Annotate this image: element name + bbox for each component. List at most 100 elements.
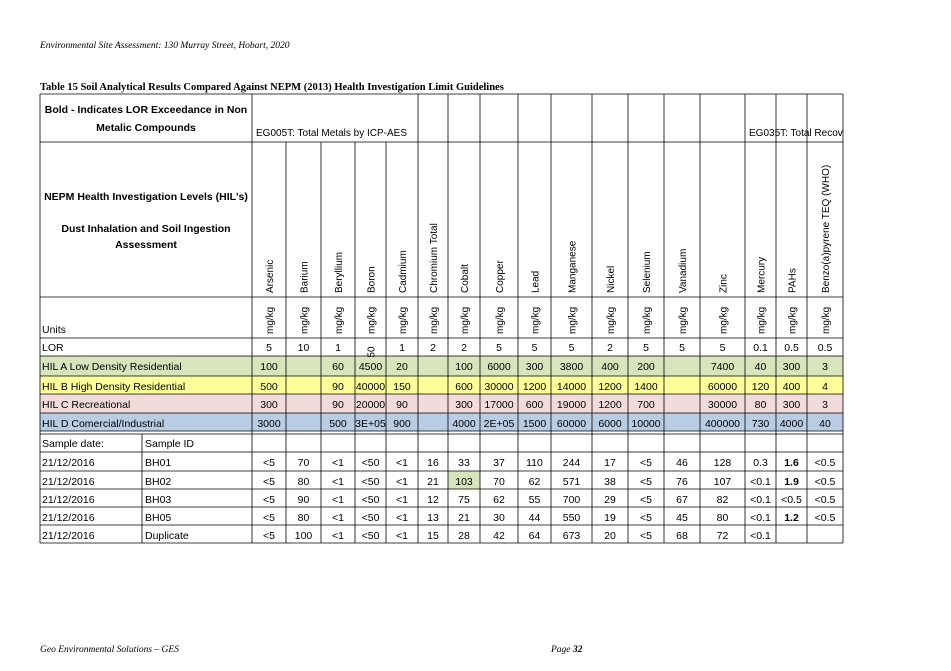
sample-cell: 673	[563, 530, 581, 542]
sample-cell: 21	[427, 476, 439, 488]
hil-cell: 6000	[487, 361, 511, 373]
sample-id: BH01	[145, 457, 171, 469]
sample-cell: 0.3	[753, 457, 768, 469]
sample-cell: 29	[604, 494, 616, 506]
sample-cell: 15	[427, 530, 439, 542]
sample-date: 21/12/2016	[42, 476, 95, 488]
hil-cell: 600	[455, 381, 473, 393]
lor-cell: 0.1	[753, 342, 768, 354]
lor-cell: 5	[643, 342, 649, 354]
sample-cell: 571	[563, 476, 581, 488]
unit-cell: mg/kg	[678, 307, 689, 334]
sample-cell: <0.5	[815, 476, 836, 488]
hil-cell: 60	[332, 361, 344, 373]
sample-cell: 30	[493, 512, 505, 524]
sample-cell: 103	[455, 476, 473, 488]
hil-cell: 400000	[705, 418, 740, 430]
hil-cell: 100	[455, 361, 473, 373]
lor-cell: 5	[532, 342, 538, 354]
sample-cell: <0.1	[750, 530, 771, 542]
table-caption: Table 15 Soil Analytical Results Compare…	[40, 82, 504, 93]
unit-cell: mg/kg	[642, 307, 653, 334]
sample-cell: 80	[298, 476, 310, 488]
hil-cell: 60000	[557, 418, 586, 430]
group-header-metals: EG005T: Total Metals by ICP-AES	[256, 128, 407, 139]
hil-row-label: HIL D Comercial/Industrial	[42, 418, 164, 430]
sample-id: BH05	[145, 512, 171, 524]
footer-left: Geo Environmental Solutions – GES	[40, 645, 179, 655]
sample-cell: 33	[458, 457, 470, 469]
analyte-header: Copper	[495, 260, 506, 293]
hil-cell: 1500	[523, 418, 547, 430]
hil-cell: 300	[526, 361, 544, 373]
unit-cell: mg/kg	[788, 307, 799, 334]
analyte-header: Benzo(a)pyrene TEQ (WHO)	[821, 165, 832, 293]
analyte-header: Vanadium	[678, 249, 689, 293]
page-header: Environmental Site Assessment: 130 Murra…	[40, 41, 290, 51]
hil-cell: 30000	[484, 381, 513, 393]
hil-cell: 400	[601, 361, 619, 373]
analyte-header: Lead	[531, 271, 542, 293]
sample-cell: 13	[427, 512, 439, 524]
analyte-header: Chromium Total	[429, 223, 440, 293]
unit-cell: mg/kg	[568, 307, 579, 334]
hil-cell: 4	[822, 381, 828, 393]
unit-cell: mg/kg	[265, 307, 276, 334]
sample-cell: 62	[493, 494, 505, 506]
sample-date: 21/12/2016	[42, 457, 95, 469]
lor-cell: 2	[461, 342, 467, 354]
sample-cell: 70	[298, 457, 310, 469]
hil-row-fill	[40, 356, 843, 376]
sample-cell: <1	[332, 457, 344, 469]
hil-title: NEPM Health Investigation Levels (HIL's)	[44, 191, 248, 203]
analyte-header: Beryllium	[334, 252, 345, 293]
unit-cell: mg/kg	[821, 307, 832, 334]
hil-cell: 100	[260, 361, 278, 373]
footer-page-number: 32	[572, 645, 583, 655]
lor-cell: 0.5	[818, 342, 833, 354]
hil-cell: 14000	[557, 381, 586, 393]
sample-cell: 550	[563, 512, 581, 524]
sample-cell: <50	[362, 530, 380, 542]
hil-row-fill	[40, 394, 843, 413]
sample-cell: 67	[676, 494, 688, 506]
hil-cell: 10000	[631, 418, 660, 430]
sample-cell: <5	[263, 512, 275, 524]
hil-cell: 90	[332, 381, 344, 393]
sample-cell: 1.2	[784, 512, 799, 524]
hil-cell: 40000	[356, 381, 385, 393]
lor-cell: 50	[367, 346, 378, 358]
sample-cell: <0.1	[750, 512, 771, 524]
hil-cell: 1200	[523, 381, 547, 393]
lor-cell: 1	[399, 342, 405, 354]
lor-cell: 10	[298, 342, 310, 354]
sample-cell: 19	[604, 512, 616, 524]
sample-cell: 90	[298, 494, 310, 506]
sample-cell: <1	[332, 512, 344, 524]
sample-cell: 38	[604, 476, 616, 488]
sample-cell: <1	[396, 494, 408, 506]
hil-cell: 700	[637, 399, 655, 411]
sample-id: BH02	[145, 476, 171, 488]
unit-cell: mg/kg	[606, 307, 617, 334]
hil-cell: 30000	[708, 399, 737, 411]
hil-cell: 500	[329, 418, 347, 430]
analyte-header: Boron	[367, 266, 378, 293]
sample-cell: <5	[640, 494, 652, 506]
lor-label: LOR	[42, 342, 64, 354]
hil-cell: 4000	[452, 418, 476, 430]
hil-cell: 4000	[780, 418, 804, 430]
hil-subtitle-line1: Dust Inhalation and Soil Ingestion	[61, 223, 230, 235]
sample-id: BH03	[145, 494, 171, 506]
sample-cell: 70	[493, 476, 505, 488]
hil-cell: 2E+05	[484, 418, 515, 430]
sample-cell: <50	[362, 476, 380, 488]
sample-cell: 46	[676, 457, 688, 469]
hil-cell: 600	[526, 399, 544, 411]
hil-cell: 300	[783, 399, 801, 411]
sample-id-label: Sample ID	[145, 438, 194, 450]
sample-cell: 62	[529, 476, 541, 488]
hil-cell: 3	[822, 361, 828, 373]
unit-cell: mg/kg	[719, 307, 730, 334]
sample-cell: 76	[676, 476, 688, 488]
